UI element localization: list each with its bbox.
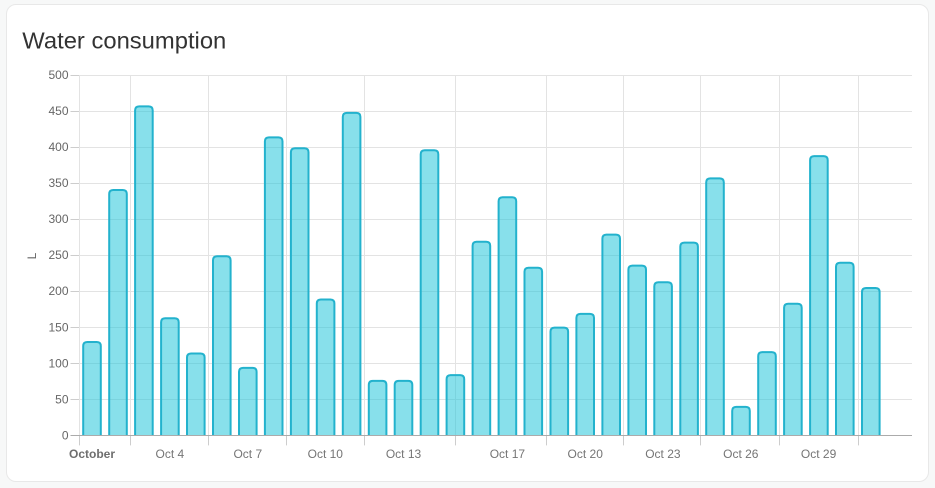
svg-text:Oct 20: Oct 20: [568, 447, 604, 461]
svg-text:Oct 26: Oct 26: [723, 447, 759, 461]
svg-text:250: 250: [48, 248, 68, 262]
svg-text:450: 450: [48, 104, 68, 118]
svg-text:Oct 17: Oct 17: [490, 447, 526, 461]
svg-text:300: 300: [48, 212, 68, 226]
svg-text:100: 100: [48, 356, 68, 370]
svg-text:Oct 29: Oct 29: [801, 447, 837, 461]
svg-text:Oct 23: Oct 23: [645, 447, 681, 461]
svg-text:200: 200: [48, 284, 68, 298]
svg-text:350: 350: [48, 176, 68, 190]
svg-text:50: 50: [55, 392, 69, 406]
svg-text:Water consumption: Water consumption: [22, 27, 226, 53]
svg-text:Oct 13: Oct 13: [386, 447, 422, 461]
svg-text:Oct 7: Oct 7: [233, 447, 262, 461]
svg-text:Oct 4: Oct 4: [156, 447, 185, 461]
svg-text:400: 400: [48, 140, 68, 154]
svg-text:October: October: [69, 447, 115, 461]
svg-text:150: 150: [48, 320, 68, 334]
svg-text:0: 0: [62, 428, 69, 442]
svg-text:L: L: [25, 252, 39, 259]
svg-text:Oct 10: Oct 10: [308, 447, 344, 461]
svg-text:500: 500: [48, 68, 68, 82]
